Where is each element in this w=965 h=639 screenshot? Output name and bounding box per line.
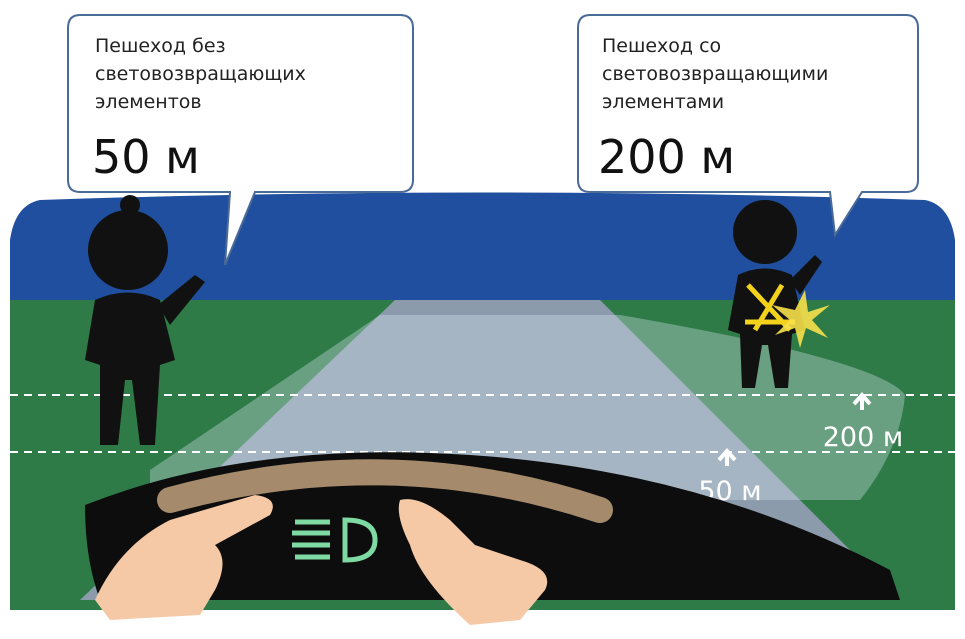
callout-text: Пешеход со (602, 35, 721, 57)
callout-distance: 200 м (598, 130, 735, 184)
callout-text: элементами (602, 91, 724, 113)
arrow (852, 391, 872, 410)
pedestrian-silhouette (85, 195, 205, 445)
callout: Пешеход со световозвращающими элементами… (577, 14, 919, 238)
callout: Пешеход без световозвращающих элементов … (67, 14, 414, 266)
pedestrian-reflective (728, 200, 830, 388)
callout-text: световозвращающих (95, 63, 306, 85)
arrow (717, 447, 737, 466)
distance-marker: 200 м (823, 422, 904, 453)
steering-wheel (157, 459, 613, 523)
headlight-icon (292, 517, 378, 563)
callout-text: Пешеход без (95, 35, 226, 57)
callout-distance: 50 м (92, 130, 200, 184)
hands (95, 495, 548, 625)
callout-text: элементов (95, 91, 202, 113)
callout-text: световозвращающими (602, 63, 828, 85)
